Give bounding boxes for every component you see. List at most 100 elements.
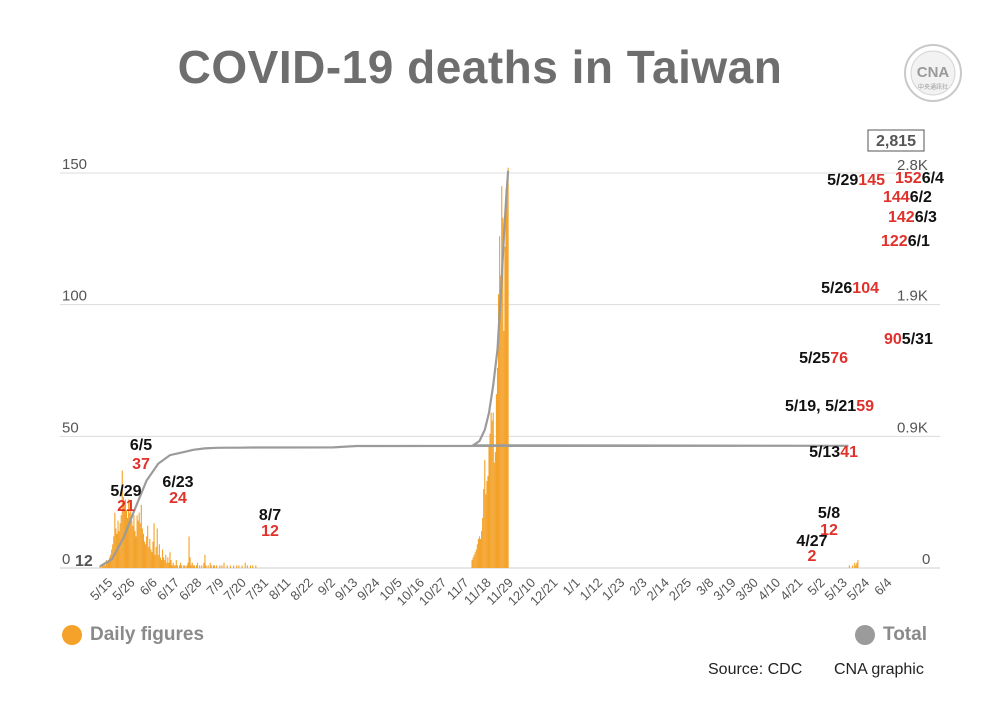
daily-bar — [143, 541, 146, 568]
legend-daily-label: Daily figures — [90, 624, 205, 645]
legend-total-swatch — [855, 625, 875, 645]
daily-bar — [213, 565, 216, 568]
daily-bar — [485, 494, 487, 568]
annotation-label: 905/31 — [884, 331, 933, 348]
daily-bar — [99, 565, 101, 568]
daily-bar — [488, 446, 490, 568]
daily-bar — [174, 565, 176, 568]
annotation-value: 104 — [852, 280, 879, 297]
daily-bar — [252, 565, 254, 568]
daily-bar — [499, 236, 501, 568]
x-tick-label: 4/21 — [777, 575, 806, 604]
annotation-value: 152 — [895, 170, 922, 187]
daily-bar — [138, 512, 140, 568]
daily-bar — [484, 460, 486, 568]
x-tick-label: 1/23 — [599, 575, 628, 604]
daily-bar — [122, 496, 124, 568]
daily-bar — [103, 562, 105, 568]
daily-bar — [184, 565, 186, 568]
daily-bar — [161, 549, 164, 568]
annotation-date: 5/13 — [809, 444, 840, 461]
daily-bar — [106, 562, 108, 568]
daily-bar — [152, 541, 154, 568]
legend-total-label: Total — [883, 624, 927, 645]
y-axis-left: 0 50 100 150 — [62, 156, 87, 568]
daily-bar — [854, 562, 856, 568]
y-right-tick-label: 0.9K — [897, 419, 928, 436]
y-left-tick-label: 50 — [62, 419, 79, 436]
x-tick-label: 3/19 — [710, 575, 739, 604]
daily-bars — [99, 167, 859, 569]
annotation-label: 5/2576 — [799, 350, 848, 367]
annotation-value: 122 — [881, 233, 908, 250]
daily-bar — [156, 528, 158, 568]
daily-bar — [151, 552, 153, 568]
daily-bar — [241, 565, 243, 568]
daily-bar — [203, 562, 205, 568]
daily-bar — [223, 562, 225, 568]
daily-bar — [195, 565, 198, 568]
daily-bar — [163, 557, 165, 568]
daily-bar — [188, 536, 190, 568]
daily-bar — [495, 394, 497, 568]
annotation-date: 8/7 — [259, 507, 281, 524]
daily-bar — [110, 554, 112, 568]
daily-bar — [128, 499, 130, 568]
x-tick-label: 7/20 — [221, 575, 250, 604]
daily-bar — [852, 565, 854, 568]
daily-bar — [856, 562, 858, 568]
x-tick-label: 2/25 — [666, 575, 695, 604]
daily-bar — [107, 560, 110, 568]
daily-bar — [506, 194, 508, 569]
annotation-value: 76 — [830, 350, 848, 367]
svg-text:中央通訊社: 中央通訊社 — [918, 83, 948, 91]
daily-bar — [172, 562, 174, 568]
annotation-date: 4/27 — [796, 533, 827, 550]
total-label-box — [867, 129, 925, 152]
y-right-tick-label: 2.8K — [897, 157, 928, 174]
annotation-label: 5/26104 — [821, 280, 879, 297]
daily-bar — [113, 536, 115, 568]
x-tick-label: 1/12 — [577, 575, 606, 604]
annotation-label: 1226/1 — [881, 233, 930, 250]
daily-bar — [199, 565, 201, 568]
x-tick-label: 8/22 — [287, 575, 316, 604]
daily-bar — [196, 562, 199, 568]
y-left-tick-label: 100 — [62, 288, 87, 305]
daily-bar — [493, 462, 495, 568]
daily-bar — [190, 565, 192, 568]
daily-bar — [221, 565, 223, 568]
annotation-date: 5/26 — [821, 280, 852, 297]
x-tick-label: 5/15 — [87, 575, 116, 604]
daily-bar — [505, 188, 507, 569]
x-tick-label: 9/24 — [354, 575, 383, 604]
daily-bar — [104, 565, 106, 568]
annotation-value: 90 — [884, 331, 902, 348]
daily-bar — [857, 560, 859, 568]
annotation-label: 5/1341 — [809, 444, 858, 461]
daily-bar — [204, 554, 206, 568]
daily-bar — [132, 525, 134, 568]
legend-total: Total — [855, 624, 927, 646]
x-tick-label: 9/13 — [332, 575, 361, 604]
svg-text:CNA: CNA — [917, 64, 950, 81]
legend-daily: Daily figures — [62, 624, 204, 646]
annotation-date: 5/8 — [818, 505, 840, 522]
y-right-tick-label: 0 — [922, 551, 930, 568]
daily-bar — [216, 565, 218, 568]
total-label: 2,815 — [876, 133, 916, 150]
x-tick-label: 7/31 — [243, 575, 272, 604]
x-tick-label: 2/14 — [643, 575, 672, 604]
daily-bar — [473, 554, 475, 568]
annotation-value: 142 — [888, 209, 915, 226]
daily-bar — [159, 557, 161, 568]
annotation-date: 5/31 — [902, 331, 933, 348]
daily-bar — [193, 565, 195, 568]
x-tick-label: 5/13 — [822, 575, 851, 604]
daily-bar — [255, 565, 257, 568]
daily-bar — [145, 544, 147, 568]
daily-bar — [500, 275, 502, 568]
daily-bar — [186, 565, 188, 568]
annotation-date: 6/1 — [908, 233, 930, 250]
